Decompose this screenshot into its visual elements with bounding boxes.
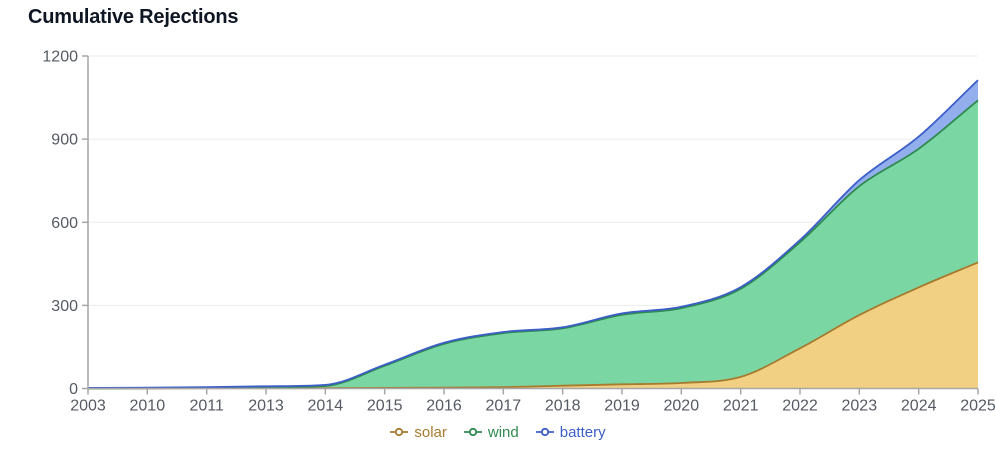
y-tick-label: 900 [51, 132, 78, 149]
x-tick-label: 2020 [664, 398, 700, 415]
y-tick-label: 600 [51, 215, 78, 232]
wind-series-marker-icon [463, 427, 482, 437]
y-tick-label: 0 [69, 381, 78, 398]
x-tick-label: 2016 [426, 398, 462, 415]
legend-item-wind[interactable]: wind [463, 425, 519, 440]
y-tick-label: 300 [51, 298, 78, 315]
x-tick-label: 2023 [842, 398, 878, 415]
legend-item-solar[interactable]: solar [389, 425, 447, 440]
x-tick-label: 2024 [901, 398, 937, 415]
x-tick-label: 2021 [723, 398, 759, 415]
x-tick-label: 2025 [960, 398, 995, 415]
battery-series-marker-icon [535, 427, 554, 437]
x-tick-label: 2022 [782, 398, 818, 415]
chart-title: Cumulative Rejections [28, 6, 239, 28]
line-battery [87, 79, 979, 389]
x-tick-label: 2017 [486, 398, 522, 415]
x-tick-label: 2018 [545, 398, 581, 415]
x-tick-label: 2015 [367, 398, 403, 415]
legend-item-battery[interactable]: battery [535, 425, 606, 440]
area-solar [88, 262, 978, 389]
legend-label-wind: wind [487, 423, 519, 441]
solar-series-marker-icon [390, 427, 409, 437]
chart-legend: solar wind battery [0, 421, 995, 443]
area-wind [88, 100, 978, 389]
x-tick-label: 2013 [248, 398, 284, 415]
legend-label-solar: solar [414, 423, 447, 441]
x-tick-label: 2010 [130, 398, 166, 415]
x-tick-label: 2019 [604, 398, 640, 415]
line-wind [87, 99, 979, 390]
x-tick-label: 2011 [189, 398, 224, 415]
y-tick-label: 1200 [42, 49, 78, 66]
legend-label-battery: battery [559, 423, 606, 441]
x-tick-label: 2003 [70, 398, 106, 415]
x-tick-label: 2014 [308, 398, 344, 415]
